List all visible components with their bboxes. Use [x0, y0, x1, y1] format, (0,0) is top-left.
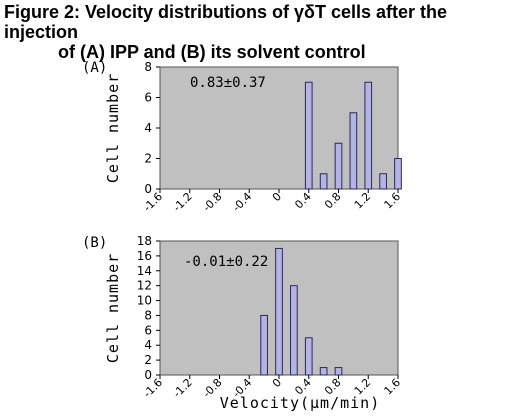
panel-a-bar: [394, 158, 402, 190]
panel-b-y-tick-label: 16: [137, 249, 152, 263]
panel-b-y-tick-label: 10: [137, 294, 152, 308]
figure-title-line1: Figure 2: Velocity distributions of γδT …: [4, 2, 448, 42]
panel-b-y-tick-label: 14: [137, 264, 152, 278]
panel-a-bar: [319, 173, 328, 190]
panel-a-y-tick-label: 8: [144, 60, 152, 74]
panel-a-bar: [304, 81, 313, 190]
panel-b-bar: [260, 314, 268, 376]
panel-a-y-tick-label: 0: [144, 182, 152, 196]
panel-a-bar: [349, 112, 358, 190]
panel-a-x-tick-label: 0.4: [292, 190, 314, 212]
panel-a-x-tick-label: 0.8: [322, 190, 344, 212]
panel-b-mean-annotation: -0.01±0.22: [184, 254, 268, 270]
panel-b-y-axis-label: Cell number: [104, 253, 122, 363]
panel-a-x-tick-label: -1.2: [170, 190, 194, 214]
panel-a-x-tick-label: 1.6: [382, 190, 404, 212]
panel-a-label: (A): [82, 60, 107, 76]
panel-a-x-tick-label: -0.8: [200, 190, 224, 214]
panel-a-x-tick-label: 1.2: [352, 190, 374, 212]
panel-b-bar: [304, 337, 313, 376]
panel-a-y-axis-label: Cell number: [104, 73, 122, 183]
panel-b-y-tick-label: 6: [144, 323, 152, 337]
panel-b-y-tick-label: 4: [144, 338, 152, 352]
panel-b-y-tick-label: 12: [137, 279, 152, 293]
panel-a-x-tick-label: 0: [270, 190, 284, 204]
panel-b-bar: [334, 367, 343, 376]
panel-b-y-tick-label: 2: [144, 353, 152, 367]
x-axis-label: Velocity(μm/min): [219, 394, 381, 412]
panel-a-x-tick-label: -0.4: [230, 190, 254, 214]
panel-a-mean-annotation: 0.83±0.37: [190, 75, 266, 91]
panel-b-y-tick-label: 0: [144, 368, 152, 382]
panel-a-y-tick-label: 4: [144, 121, 152, 135]
panel-a-bar: [334, 142, 343, 190]
figure-title: Figure 2: Velocity distributions of γδT …: [4, 2, 518, 62]
panel-a-bar: [379, 173, 387, 190]
panel-a-plot-area: [159, 66, 399, 190]
panel-b-x-tick-label: 0: [270, 376, 284, 390]
panel-b-y-tick-label: 8: [144, 308, 152, 322]
panel-a-y-tick-label: 6: [144, 91, 152, 105]
panel-b-y-tick-label: 18: [137, 234, 152, 248]
panel-b-bar: [319, 367, 328, 376]
panel-a-y-tick-label: 2: [144, 152, 152, 166]
panel-a-bar: [364, 81, 373, 190]
figure-title-line2: of (A) IPP and (B) its solvent control: [58, 42, 366, 62]
panel-b-label: (B): [82, 235, 107, 251]
panel-b-bar: [290, 285, 298, 376]
panel-b-bar: [275, 247, 283, 376]
